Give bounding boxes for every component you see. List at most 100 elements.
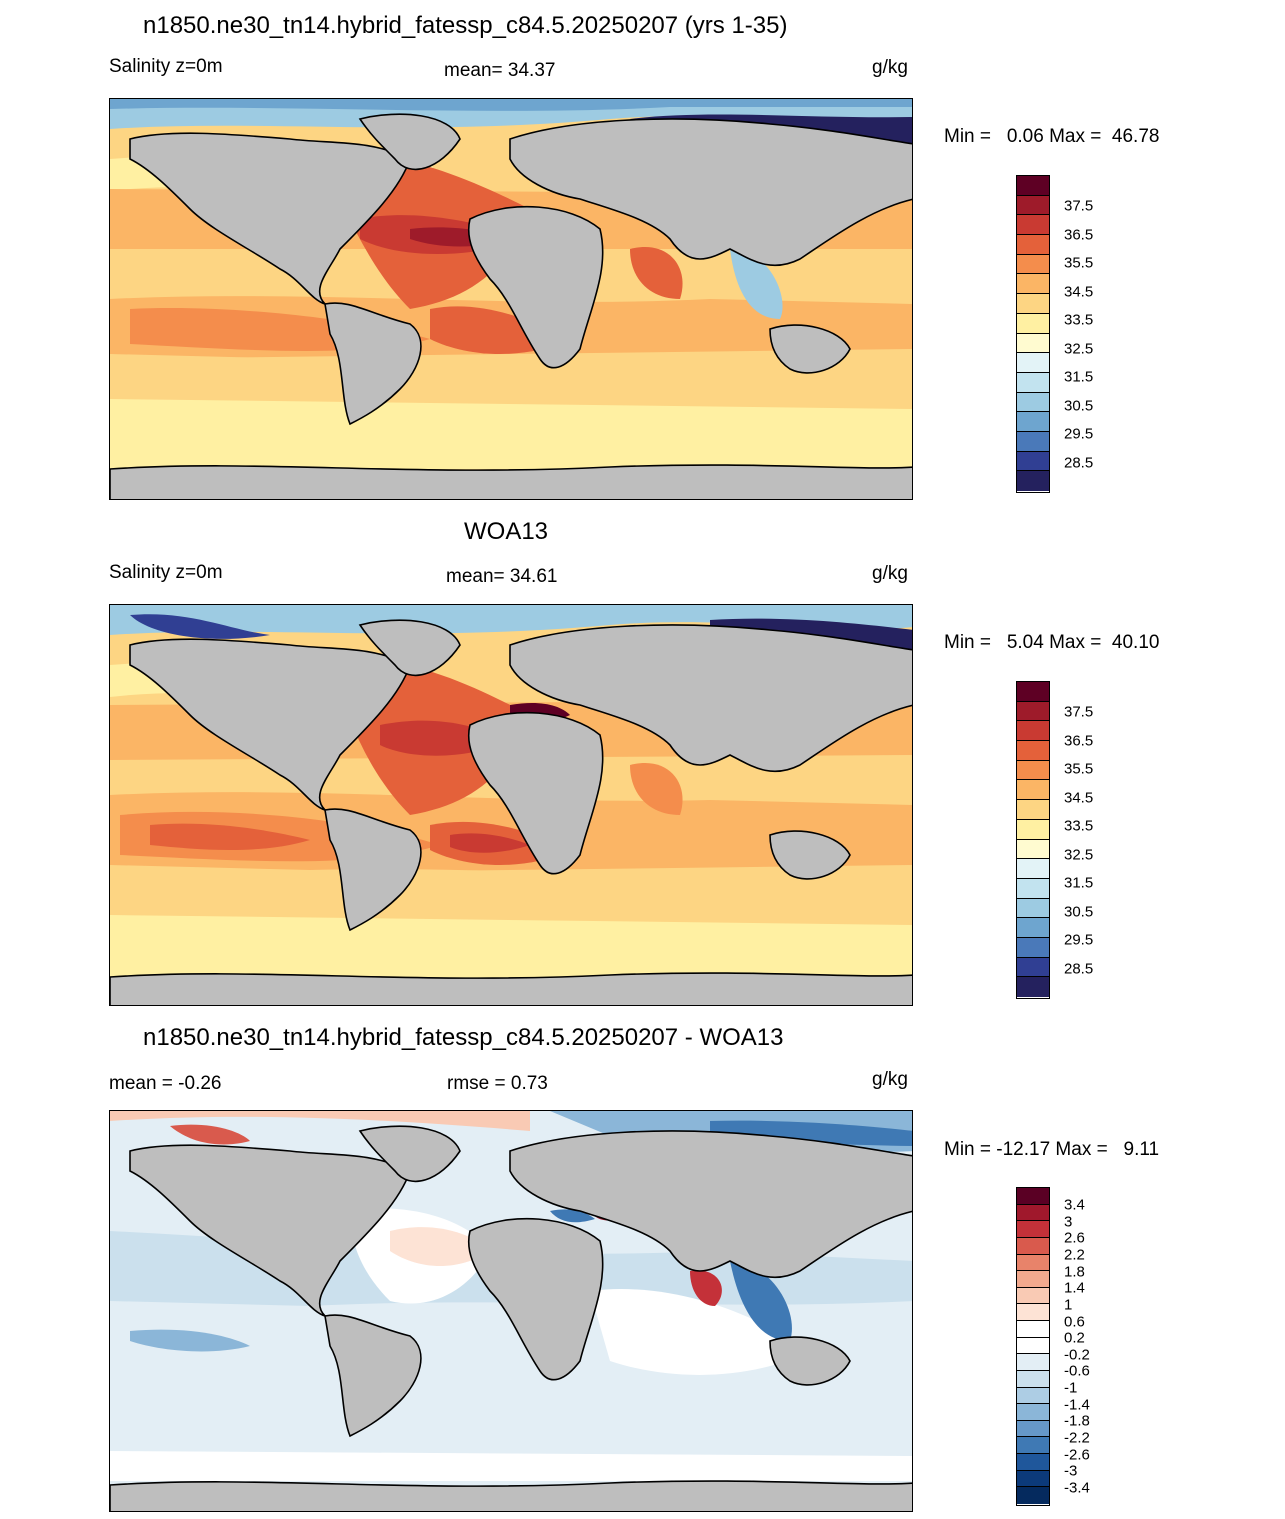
colorbar-tick-label: 35.5 — [1064, 760, 1094, 778]
colorbar-swatch — [1017, 392, 1049, 413]
colorbar-tick-label: 3.4 — [1064, 1196, 1085, 1214]
colorbar-swatch — [1017, 1420, 1049, 1438]
panel-1-title: n1850.ne30_tn14.hybrid_fatessp_c84.5.202… — [143, 12, 788, 39]
panel-2-colorbar — [1016, 681, 1050, 999]
colorbar-tick-label: -0.2 — [1064, 1346, 1090, 1364]
colorbar-swatch — [1017, 1454, 1049, 1471]
colorbar-tick-label: 1.8 — [1064, 1263, 1085, 1281]
panel-3-colorbar — [1016, 1187, 1050, 1506]
colorbar-tick-label: 28.5 — [1064, 454, 1094, 472]
colorbar-tick-label: -2.6 — [1064, 1446, 1090, 1464]
colorbar-swatch — [1017, 918, 1049, 938]
colorbar-swatch — [1017, 372, 1049, 393]
colorbar-swatch — [1017, 195, 1049, 216]
colorbar-tick-label: 33.5 — [1064, 311, 1094, 329]
colorbar-tick-label: -3 — [1064, 1462, 1078, 1480]
colorbar-tick-label: 0.6 — [1064, 1313, 1085, 1331]
panel-1-mean-label: mean= 34.37 — [444, 60, 556, 81]
colorbar-tick-label: 35.5 — [1064, 254, 1094, 272]
colorbar-swatch — [1017, 1387, 1049, 1405]
colorbar-tick-label: 34.5 — [1064, 283, 1094, 301]
panel-3-mean-label: mean = -0.26 — [109, 1073, 222, 1094]
colorbar-tick-label: -1 — [1064, 1379, 1078, 1397]
colorbar-swatch — [1017, 701, 1049, 722]
colorbar-tick-label: 36.5 — [1064, 732, 1094, 750]
colorbar-tick-label: 2.6 — [1064, 1229, 1085, 1247]
colorbar-tick-label: 36.5 — [1064, 226, 1094, 244]
colorbar-tick-label: -1.8 — [1064, 1412, 1090, 1430]
colorbar-swatch — [1017, 274, 1049, 295]
colorbar-swatch — [1017, 682, 1049, 702]
colorbar-swatch — [1017, 235, 1049, 255]
colorbar-tick-label: 1 — [1064, 1296, 1073, 1314]
colorbar-swatch — [1017, 1304, 1049, 1321]
panel-2-units-label: g/kg — [872, 563, 908, 584]
colorbar-tick-label: 33.5 — [1064, 817, 1094, 835]
colorbar-swatch — [1017, 839, 1049, 860]
colorbar-swatch — [1017, 1337, 1049, 1355]
colorbar-tick-label: 1.4 — [1064, 1279, 1085, 1297]
colorbar-tick-label: 30.5 — [1064, 397, 1094, 415]
colorbar-swatch — [1017, 1470, 1049, 1488]
colorbar-tick-label: 37.5 — [1064, 197, 1094, 215]
colorbar-tick-label: 32.5 — [1064, 340, 1094, 358]
colorbar-tick-label: 31.5 — [1064, 368, 1094, 386]
colorbar-swatch — [1017, 431, 1049, 452]
colorbar-swatch — [1017, 1354, 1049, 1371]
colorbar-swatch — [1017, 254, 1049, 275]
panel-1-minmax: Min = 0.06 Max = 46.78 — [944, 126, 1160, 147]
panel-2-mean-label: mean= 34.61 — [446, 566, 558, 587]
colorbar-swatch — [1017, 1254, 1049, 1272]
panel-3-units-label: g/kg — [872, 1069, 908, 1090]
colorbar-swatch — [1017, 1221, 1049, 1238]
colorbar-swatch — [1017, 1204, 1049, 1222]
colorbar-tick-label: 30.5 — [1064, 903, 1094, 921]
colorbar-swatch — [1017, 977, 1049, 997]
colorbar-swatch — [1017, 294, 1049, 314]
colorbar-swatch — [1017, 878, 1049, 899]
colorbar-swatch — [1017, 1188, 1049, 1205]
colorbar-swatch — [1017, 937, 1049, 958]
colorbar-swatch — [1017, 819, 1049, 840]
colorbar-swatch — [1017, 859, 1049, 879]
panel-1-variable-label: Salinity z=0m — [109, 56, 223, 77]
panel-2-minmax: Min = 5.04 Max = 40.10 — [944, 632, 1160, 653]
colorbar-tick-label: -0.6 — [1064, 1362, 1090, 1380]
colorbar-tick-label: 34.5 — [1064, 789, 1094, 807]
panel-3-minmax: Min = -12.17 Max = 9.11 — [944, 1139, 1160, 1160]
colorbar-swatch — [1017, 1287, 1049, 1305]
colorbar-swatch — [1017, 1370, 1049, 1388]
colorbar-tick-label: -3.4 — [1064, 1479, 1090, 1497]
panel-1-colorbar — [1016, 175, 1050, 493]
colorbar-swatch — [1017, 471, 1049, 491]
colorbar-swatch — [1017, 1487, 1049, 1504]
panel-1-map — [109, 98, 913, 500]
colorbar-swatch — [1017, 1271, 1049, 1288]
colorbar-swatch — [1017, 451, 1049, 472]
colorbar-swatch — [1017, 353, 1049, 373]
colorbar-tick-label: 29.5 — [1064, 425, 1094, 443]
colorbar-swatch — [1017, 760, 1049, 781]
colorbar-tick-label: 3 — [1064, 1213, 1073, 1231]
colorbar-swatch — [1017, 176, 1049, 196]
colorbar-tick-label: 31.5 — [1064, 874, 1094, 892]
colorbar-tick-label: 37.5 — [1064, 703, 1094, 721]
colorbar-tick-label: -1.4 — [1064, 1396, 1090, 1414]
colorbar-tick-label: 29.5 — [1064, 931, 1094, 949]
panel-2-variable-label: Salinity z=0m — [109, 562, 223, 583]
colorbar-swatch — [1017, 721, 1049, 742]
colorbar-swatch — [1017, 1404, 1049, 1421]
colorbar-tick-label: 2.2 — [1064, 1246, 1085, 1264]
colorbar-swatch — [1017, 1321, 1049, 1338]
colorbar-tick-label: 32.5 — [1064, 846, 1094, 864]
colorbar-swatch — [1017, 741, 1049, 761]
colorbar-swatch — [1017, 898, 1049, 919]
colorbar-swatch — [1017, 313, 1049, 334]
colorbar-tick-label: 28.5 — [1064, 960, 1094, 978]
colorbar-swatch — [1017, 333, 1049, 354]
colorbar-swatch — [1017, 412, 1049, 432]
panel-3-rmse-label: rmse = 0.73 — [447, 1073, 548, 1094]
panel-1-units-label: g/kg — [872, 57, 908, 78]
panel-3-title: n1850.ne30_tn14.hybrid_fatessp_c84.5.202… — [143, 1024, 784, 1051]
colorbar-swatch — [1017, 1237, 1049, 1255]
